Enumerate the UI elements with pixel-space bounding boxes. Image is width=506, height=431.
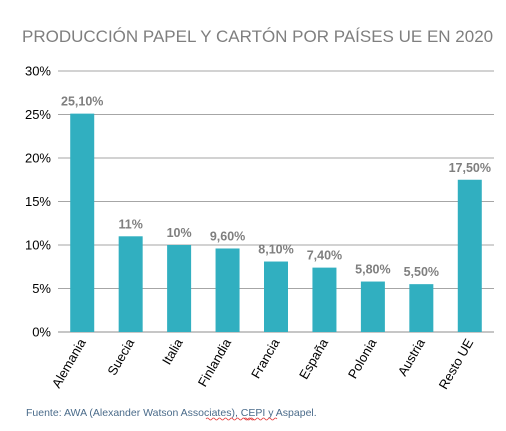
spellcheck-underline — [205, 417, 255, 421]
y-tick-label: 5% — [32, 281, 51, 296]
bar-polonia — [360, 281, 385, 332]
y-tick-label: 20% — [25, 151, 51, 166]
y-tick-label: 25% — [25, 107, 51, 122]
source-aspapel: Aspapel — [276, 407, 314, 419]
bar-resto-ue — [457, 179, 482, 332]
bar-francia — [264, 261, 288, 332]
bar-españa — [312, 267, 337, 332]
x-axis-ticks: Alemania Suecia Italia Finlandia Francia Espa… — [49, 335, 477, 391]
y-tick-label: 30% — [25, 64, 51, 79]
data-labels: 25,10% 11% 10% 9,60% 8,10% 7,40% 5,80% 5,50% 17,… — [61, 95, 491, 280]
bar-alemania — [70, 113, 95, 332]
source-middle: ), CEPI y — [231, 407, 275, 419]
bar-italia — [167, 245, 192, 332]
x-tick-label: España — [296, 335, 331, 381]
chart-title: PRODUCCIÓN PAPEL Y CARTÓN POR PAÍSES UE … — [22, 27, 493, 46]
source-suffix: . — [314, 407, 317, 419]
bars — [70, 113, 482, 332]
data-label: 5,50% — [404, 265, 439, 279]
bar-suecia — [118, 236, 143, 332]
spellcheck-underline — [243, 417, 278, 421]
y-tick-label: 15% — [25, 194, 51, 209]
y-tick-label: 10% — [25, 238, 51, 253]
y-tick-label: 0% — [32, 325, 51, 340]
x-tick-label: Italia — [159, 335, 186, 367]
x-tick-label: Suecia — [104, 335, 137, 378]
x-tick-label: Austria — [395, 335, 429, 378]
x-tick-label: Finlandia — [195, 335, 235, 389]
data-label: 5,80% — [355, 263, 390, 277]
bar-finlandia — [215, 248, 240, 332]
x-tick-label: Francia — [248, 335, 283, 381]
data-label: 25,10% — [61, 95, 103, 109]
x-tick-label: Resto UE — [436, 336, 477, 392]
x-tick-label: Alemania — [49, 335, 89, 390]
source-note: Fuente: AWA (Alexander Watson Associates… — [26, 407, 317, 419]
data-label: 17,50% — [449, 161, 491, 175]
data-label: 7,40% — [307, 249, 342, 263]
source-prefix: Fuente: AWA (Alexander Watson — [26, 407, 181, 419]
bar-austria — [409, 284, 434, 332]
data-label: 9,60% — [210, 229, 245, 243]
data-label: 8,10% — [258, 243, 293, 257]
source-associates: Associates — [181, 407, 232, 419]
x-tick-label: Polonia — [345, 335, 380, 381]
data-label: 10% — [167, 226, 192, 240]
y-axis-ticks: 0% 5% 10% 15% 20% 25% 30% — [25, 64, 51, 340]
data-label: 11% — [118, 217, 142, 231]
